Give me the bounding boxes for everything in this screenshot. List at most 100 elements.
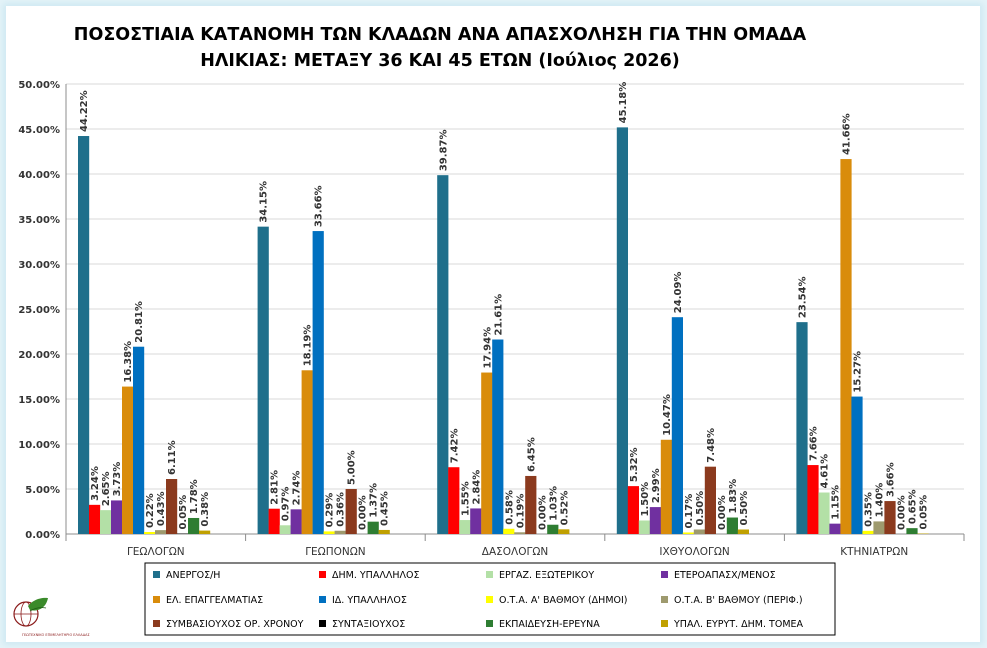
data-label: 0.17%	[684, 494, 695, 529]
chart-frame	[6, 6, 980, 642]
chart-title-line-2: ΗΛΙΚΙΑΣ: ΜΕΤΑΞΥ 36 ΚΑΙ 45 ΕΤΩΝ (Ιούλιος …	[200, 51, 680, 71]
legend-swatch	[153, 571, 160, 578]
y-tick-label: 20.00%	[18, 350, 60, 361]
bar	[257, 226, 269, 534]
data-label: 2.74%	[292, 471, 303, 506]
data-label: 7.48%	[706, 428, 717, 463]
data-label: 0.00%	[358, 495, 369, 530]
legend-label: ΕΤΕΡΟΑΠΑΣΧ/ΜΕΝΟΣ	[674, 570, 776, 581]
bar	[818, 492, 830, 534]
bar	[638, 520, 650, 534]
data-label: 0.00%	[717, 495, 728, 530]
bar	[268, 508, 280, 534]
legend-swatch	[486, 596, 493, 603]
bar	[100, 510, 112, 534]
bar	[503, 528, 515, 534]
data-label: 2.84%	[471, 470, 482, 505]
bar	[547, 524, 559, 534]
legend-swatch	[486, 620, 493, 627]
data-label: 6.11%	[167, 440, 178, 475]
data-label: 1.03%	[548, 486, 559, 521]
y-tick-label: 40.00%	[18, 170, 60, 181]
bar	[279, 525, 291, 534]
y-tick-label: 0.00%	[25, 530, 60, 541]
x-tick-label: ΙΧΘΥΟΛΟΓΩΝ	[659, 546, 729, 558]
data-label: 1.15%	[831, 485, 842, 520]
bar	[199, 530, 211, 534]
bar	[682, 532, 694, 534]
bar	[906, 528, 918, 534]
data-label: 0.00%	[537, 495, 548, 530]
y-tick-label: 15.00%	[18, 395, 60, 406]
bar	[492, 339, 504, 534]
bar	[704, 466, 716, 534]
legend-label: ΕΚΠΑΙΔΕΥΣΗ-ΕΡΕΥΝΑ	[499, 619, 600, 630]
data-label: 0.52%	[559, 491, 570, 526]
data-label: 1.40%	[875, 483, 886, 518]
data-label: 3.73%	[112, 462, 123, 497]
data-label: 3.66%	[886, 462, 897, 497]
legend-swatch	[319, 571, 326, 578]
legend-swatch	[661, 596, 668, 603]
data-label: 17.94%	[482, 327, 493, 369]
data-label: 0.05%	[178, 495, 189, 530]
data-label: 33.66%	[314, 185, 325, 227]
data-label: 4.61%	[820, 454, 831, 489]
bar	[334, 530, 346, 534]
legend-swatch	[153, 596, 160, 603]
legend-label: Ο.Τ.Α. Β' ΒΑΘΜΟΥ (ΠΕΡΙΦ.)	[674, 595, 803, 606]
bar	[627, 486, 639, 534]
data-label: 1.37%	[369, 483, 380, 518]
bar	[437, 175, 449, 535]
data-label: 41.66%	[842, 113, 853, 155]
data-label: 0.65%	[908, 489, 919, 524]
data-label: 44.22%	[79, 90, 90, 132]
y-tick-label: 50.00%	[18, 80, 60, 91]
data-label: 39.87%	[438, 130, 449, 172]
data-label: 0.22%	[145, 493, 156, 528]
y-tick-label: 25.00%	[18, 305, 60, 316]
legend-swatch	[319, 620, 326, 627]
legend-label: Ο.Τ.Α. Α' ΒΑΘΜΟΥ (ΔΗΜΟΙ)	[499, 595, 628, 606]
bar	[840, 159, 852, 534]
legend-label: ΕΡΓΑΖ. ΕΞΩΤΕΡΙΚΟΥ	[499, 570, 594, 581]
legend-label: ΑΝΕΡΓΟΣ/Η	[166, 570, 220, 581]
legend-swatch	[486, 571, 493, 578]
bar	[470, 508, 482, 534]
legend-swatch	[319, 596, 326, 603]
bar	[111, 500, 123, 534]
leaf-globe-logo-icon	[13, 597, 48, 627]
data-label: 15.27%	[853, 351, 864, 393]
logo-text: ΓΕΩΤΕΧΝΙΚΟ ΕΠΙΜΕΛΗΤΗΡΙΟ ΕΛΛΑΔΑΣ	[22, 633, 90, 637]
data-label: 1.78%	[189, 479, 200, 514]
legend-label: ΣΥΝΤΑΞΙΟΥΧΟΣ	[332, 619, 405, 630]
bar	[829, 523, 841, 534]
legend-label: ΥΠΑΛ. ΕΥΡΥΤ. ΔΗΜ. ΤΟΜΕΑ	[673, 619, 804, 630]
bar	[525, 475, 537, 534]
x-tick-label: ΔΑΣΟΛΟΓΩΝ	[482, 546, 548, 558]
data-label: 0.35%	[864, 492, 875, 527]
bar	[796, 322, 808, 534]
data-label: 20.81%	[134, 301, 145, 343]
legend-label: ΙΔ. ΥΠΑΛΛΗΛΟΣ	[332, 595, 407, 606]
data-label: 0.45%	[380, 491, 391, 526]
data-label: 0.00%	[897, 495, 908, 530]
legend-swatch	[661, 571, 668, 578]
data-label: 5.00%	[347, 450, 358, 485]
legend-swatch	[153, 620, 160, 627]
bar	[558, 529, 570, 534]
y-tick-label: 35.00%	[18, 215, 60, 226]
data-label: 45.18%	[618, 82, 629, 124]
data-label: 1.83%	[728, 479, 739, 514]
bar	[873, 521, 885, 534]
data-label: 0.97%	[281, 487, 292, 522]
bar	[459, 520, 471, 534]
data-label: 7.42%	[449, 429, 460, 464]
bar	[481, 372, 493, 534]
bar	[807, 465, 819, 534]
data-label: 34.15%	[259, 181, 270, 223]
bar	[851, 396, 863, 534]
chart-title: ΠΟΣΟΣΤΙΑΙΑ ΚΑΤΑΝΟΜΗ ΤΩΝ ΚΛΑΔΩΝ ΑΝΑ ΑΠΑΣΧ…	[60, 22, 820, 74]
data-label: 0.19%	[515, 494, 526, 529]
